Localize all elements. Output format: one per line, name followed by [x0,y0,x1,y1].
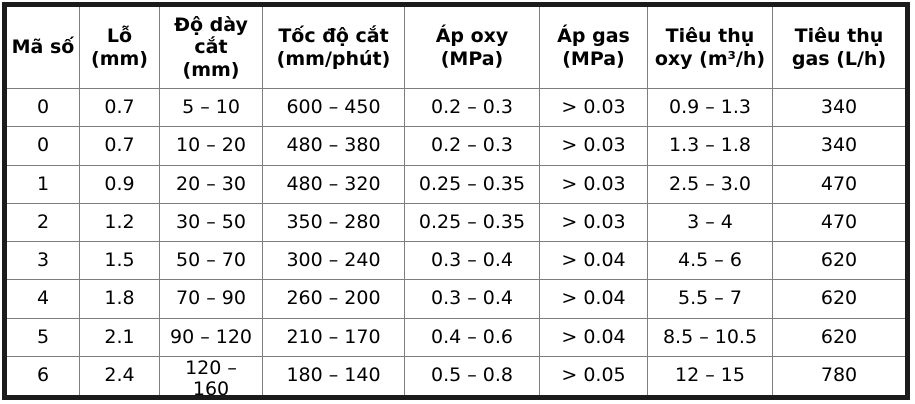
table-cell: 480 – 380 [263,127,405,166]
table-cell: > 0.03 [540,89,648,128]
column-header-ma-so: Mã số [7,7,80,89]
table-cell: 780 [820,364,858,387]
table-cell: 3 – 4 [648,203,773,242]
table-cell: 180 – 140 [263,356,405,395]
table-cell: 90 – 120 [160,318,263,357]
column-header-lo: Lỗ (mm) [80,7,160,89]
table-cell: > 0.03 [540,165,648,204]
table-cell: 0.3 – 0.4 [405,280,540,319]
table-cell: 5.5 – 7 [648,280,773,319]
table-cell: 0.3 – 0.4 [405,242,540,281]
column-header-tieu-thu-oxy: Tiêu thụ oxy (m³/h) [648,7,773,89]
table-cell: 0.9 – 1.3 [648,89,773,128]
column-header-ap-gas: Áp gas (MPa) [540,7,648,89]
table-cell: 50 – 70 [160,242,263,281]
table-cell: 1.5 [80,242,160,281]
table-cell: > 0.03 [540,127,648,166]
table-cell: 0.25 – 0.35 [405,165,540,204]
table-cell: 6 [7,356,80,395]
table-cell: 5 – 10 [160,89,263,128]
table-cell: 4.5 – 6 [648,242,773,281]
table-cell: > 0.05 [540,356,648,395]
column-header-tieu-thu-gas: Tiêu thụ gas (L/h) [773,7,905,89]
table-cell: 0.4 – 0.6 [405,318,540,357]
table-cell: 8.5 – 10.5 [648,318,773,357]
table-cell: 0.25 – 0.35 [405,203,540,242]
table-cell: 350 – 280 [263,203,405,242]
table-cell: 3 [7,242,80,281]
table-cell: 0.9 [80,165,160,204]
table-cell: 0.5 – 0.8 [405,356,540,395]
table-cell: 600 – 450 [263,89,405,128]
column-header-ap-oxy: Áp oxy (MPa) [405,7,540,89]
cutting-parameters-table: Mã số Lỗ (mm) Độ dày cắt (mm) Tốc độ cắt… [2,2,910,400]
table-cell: > 0.04 [540,280,648,319]
table-cell: 2.5 – 3.0 [648,165,773,204]
table-cell: 1.8 [80,280,160,319]
table-cell: 1.2 [80,203,160,242]
table-cell: 0.2 – 0.3 [405,127,540,166]
table-cell: 12 – 15 [648,356,773,395]
table-cell-value: 120 – 160 [185,356,237,395]
table-cell: 620 [773,319,905,357]
table-cell: 0.7 [80,89,160,128]
table-cell: 340 [773,127,905,166]
table-cell: 2 [7,203,80,242]
table-cell: 260 – 200 [263,280,405,319]
table-cell: 470 [773,204,905,242]
table-cell: 480 – 320 [263,165,405,204]
table-cell: 2.4 [80,356,160,395]
table-cell: 120 – 160 [160,356,263,395]
table-cell: 20 – 30 [160,165,263,204]
table-cell: 5 [7,318,80,357]
table-cell: 470 [773,166,905,204]
table-cell: 210 – 170 [263,318,405,357]
table-cell: 0.7 [80,127,160,166]
table-cell: 340 [773,89,905,128]
table-cell: 0 [7,127,80,166]
table-cell: > 0.03 [540,203,648,242]
table-cell: 1.3 – 1.8 [648,127,773,166]
table-grid: Mã số Lỗ (mm) Độ dày cắt (mm) Tốc độ cắt… [7,7,905,395]
table-cell: > 0.04 [540,242,648,281]
table-cell: 30 – 50 [160,203,263,242]
column-header-toc-do-cat: Tốc độ cắt (mm/phút) [263,7,405,89]
table-cell: 0.2 – 0.3 [405,89,540,128]
column-header-do-day-cat: Độ dày cắt (mm) [160,7,263,89]
table-cell: 10 – 20 [160,127,263,166]
table-cell: 620 [773,242,905,281]
table-cell: 620 [773,280,905,319]
table-cell: 1 [7,165,80,204]
table-cell: 0 [7,89,80,128]
table-cell: > 0.04 [540,318,648,357]
table-cell: 2.1 [80,318,160,357]
table-cell: 4 [7,280,80,319]
table-cell: 70 – 90 [160,280,263,319]
table-cell: 300 – 240 [263,242,405,281]
